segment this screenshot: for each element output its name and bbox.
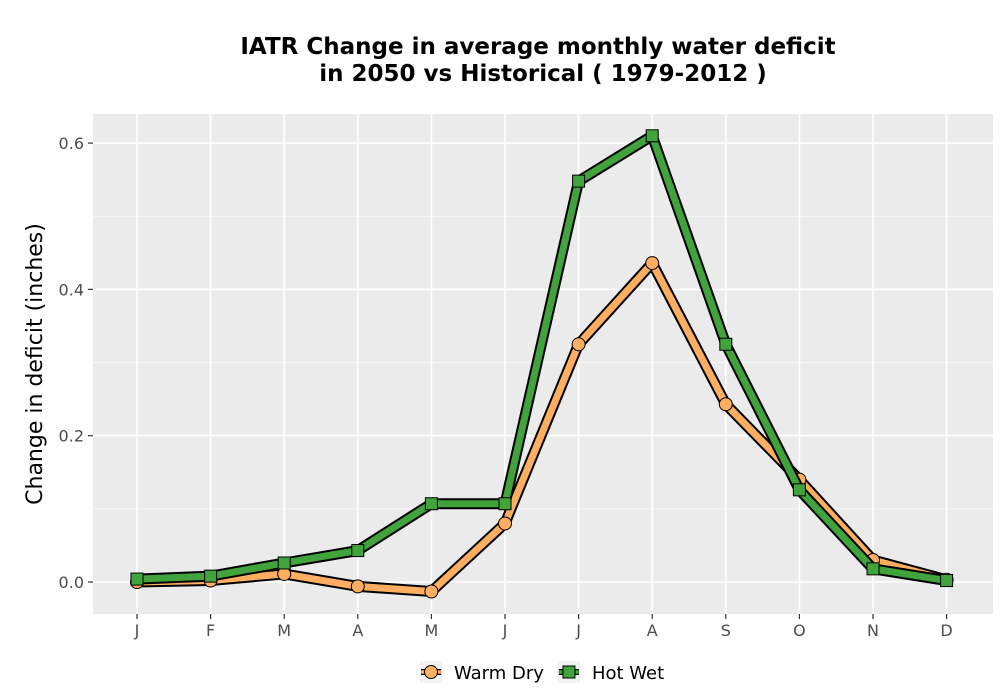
y-axis-title: Change in deficit (inches) [23,223,48,505]
grid-major [93,114,993,614]
series-layer [130,129,954,599]
data-point [866,562,880,576]
data-point [130,572,144,586]
y-tick-label: 0.2 [59,427,84,446]
x-tick-label: S [721,621,731,640]
series-line [133,132,951,585]
x-tick-label: N [867,621,879,640]
data-point [350,579,365,594]
legend-item: Warm Dry [420,661,544,684]
x-tick-label: J [134,621,140,640]
data-point [718,397,733,412]
data-point [571,337,586,352]
x-tick-label: J [502,621,508,640]
data-point [424,497,438,511]
data-point [645,256,660,271]
legend-marker [424,665,438,679]
chart-title-line-1: IATR Change in average monthly water def… [240,34,835,60]
x-tick-label: M [424,621,438,640]
data-point [351,544,365,558]
x-tick-label: M [277,621,291,640]
legend-marker [562,665,576,679]
legend-label: Warm Dry [454,663,544,684]
y-tick-label: 0.6 [59,134,84,153]
y-tick-label: 0.4 [59,280,84,299]
x-tick-label: A [352,621,363,640]
data-point [792,483,806,497]
x-tick-label: A [647,621,658,640]
x-tick-label: D [940,621,952,640]
data-point [645,129,659,143]
data-point [204,569,218,583]
legend-item: Hot Wet [557,661,664,684]
y-axis: 0.0 0.2 0.4 0.6 [59,134,93,592]
legend: Warm Dry Hot Wet [420,661,664,684]
data-point [424,584,439,599]
data-point [940,574,954,588]
chart-title: IATR Change in average monthly water def… [240,34,835,87]
x-tick-label: F [206,621,215,640]
data-point [572,174,586,188]
data-point [719,337,733,351]
chart-title-line-2: in 2050 vs Historical ( 1979-2012 ) [319,61,766,87]
legend-label: Hot Wet [592,663,664,684]
y-tick-label: 0.0 [59,573,84,592]
data-point [277,556,291,570]
x-tick-label: O [793,621,806,640]
data-point [498,497,512,511]
series-line [133,259,951,596]
data-point [498,516,512,531]
x-tick-label: J [575,621,581,640]
series-hot-wet [130,129,954,588]
grid-minor [93,215,993,510]
